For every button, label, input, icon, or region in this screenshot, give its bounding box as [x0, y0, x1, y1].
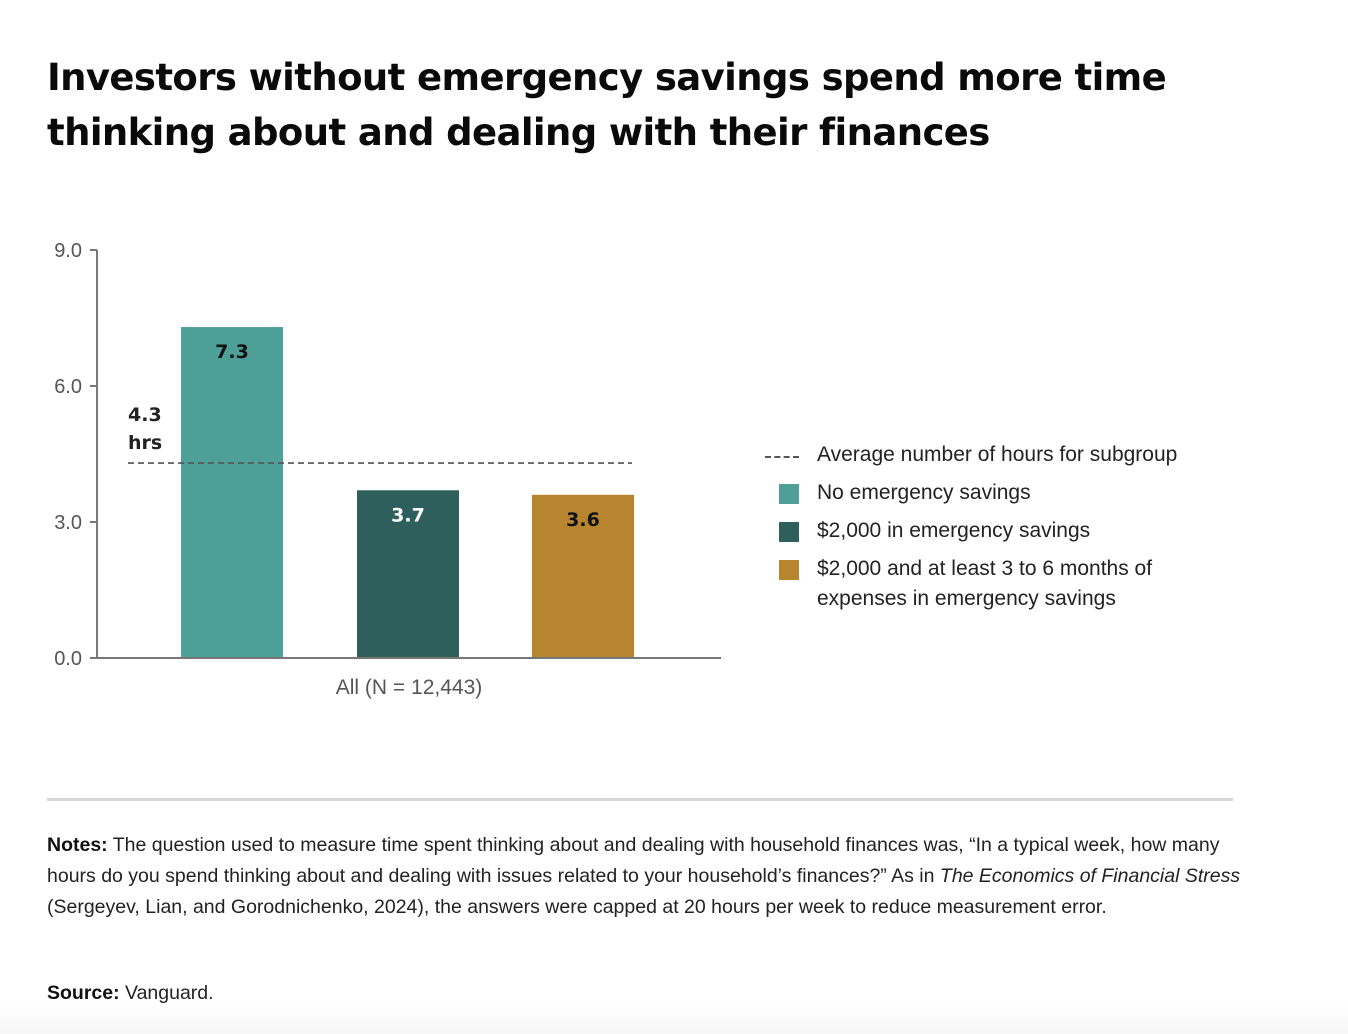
notes-citation-title: The Economics of Financial Stress	[939, 865, 1241, 887]
notes-text-end: (Sergeyev, Lian, and Gorodnichenko, 2024…	[47, 896, 1107, 918]
source-label: Source:	[47, 982, 120, 1004]
average-value-label: 4.3	[128, 404, 162, 426]
notes: Notes: The question used to measure time…	[47, 830, 1247, 923]
source: Source: Vanguard.	[47, 982, 214, 1005]
bar	[532, 494, 634, 658]
legend-item-2000-savings: $2,000 in emergency savings	[765, 519, 1245, 546]
bar-value-label: 3.6	[566, 509, 600, 531]
reference-line-group: 4.3 hrs	[128, 404, 632, 464]
notes-label: Notes:	[47, 834, 108, 856]
legend-swatch-icon	[779, 522, 799, 542]
average-unit-label: hrs	[128, 432, 162, 454]
legend-swatch-icon	[779, 484, 799, 504]
y-tick-label: 3.0	[54, 512, 82, 534]
legend-item-no-savings: No emergency savings	[765, 481, 1245, 508]
legend-swatch-icon	[779, 560, 799, 580]
divider	[47, 798, 1233, 801]
chart-title: Investors without emergency savings spen…	[47, 56, 1167, 154]
x-axis: All (N = 12,443)	[90, 657, 721, 699]
legend-label: Average number of hours for subgroup	[817, 443, 1178, 466]
legend-item-3-6-months: $2,000 and at least 3 to 6 months of exp…	[765, 557, 1245, 614]
source-text: Vanguard.	[119, 982, 214, 1004]
legend-label: No emergency savings	[817, 481, 1031, 504]
y-tick-label: 6.0	[54, 376, 82, 398]
legend-item-average: Average number of hours for subgroup	[765, 443, 1245, 470]
y-tick-label: 9.0	[54, 240, 82, 262]
notes-text: The question used to measure time spent …	[47, 834, 1220, 887]
y-axis: 0.0 3.0 6.0 9.0	[54, 240, 98, 670]
bar-value-label: 3.7	[391, 504, 425, 526]
bar	[181, 327, 283, 658]
x-category-label: All (N = 12,443)	[336, 676, 483, 699]
bars: 7.3 3.7 3.6	[181, 327, 634, 658]
legend: Average number of hours for subgroup No …	[765, 443, 1245, 626]
legend-label: $2,000 in emergency savings	[817, 519, 1091, 542]
y-tick-label: 0.0	[54, 648, 82, 670]
bar	[357, 490, 459, 658]
bar-value-label: 7.3	[215, 341, 249, 363]
dashed-line-icon	[765, 456, 799, 458]
bar-chart: 0.0 3.0 6.0 9.0 7.3 3.7 3.6 4.3 hrs All (N = 1…	[54, 240, 721, 699]
legend-label: $2,000 and at least 3 to 6 months of exp…	[817, 557, 1153, 610]
